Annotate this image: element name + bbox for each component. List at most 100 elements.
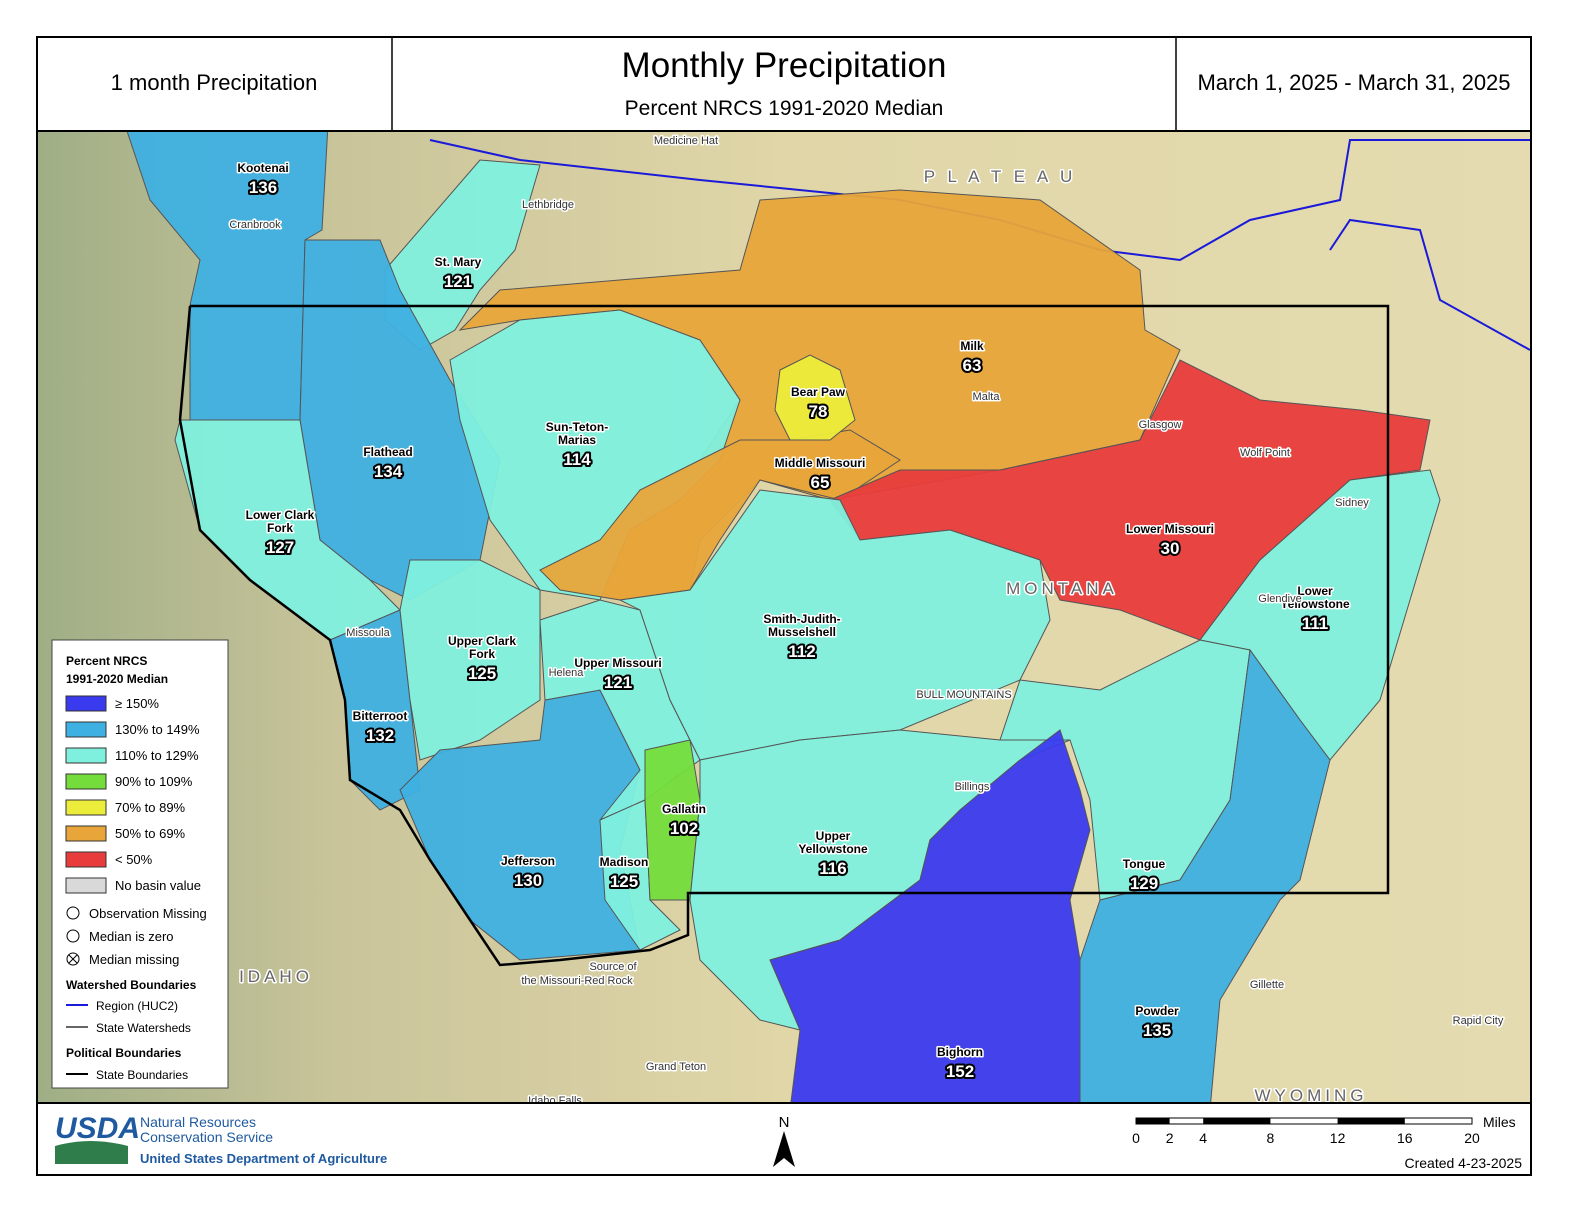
scale-label: 12 [1330,1130,1346,1146]
legend-title: 1991-2020 Median [66,672,168,686]
place-label: the Missouri-Red Rock [521,975,633,987]
basin-value: 125 [468,664,496,683]
basin-value: 112 [788,642,815,661]
scale-label: 8 [1267,1130,1275,1146]
basin-value: 121 [604,673,632,692]
north-arrow [773,1131,795,1167]
legend-label: 130% to 149% [115,722,200,737]
basin [618,489,1051,761]
basin-name: Fork [267,521,293,535]
place-label: Missoula [346,627,390,639]
basin-name: Upper Missouri [574,656,661,670]
basin-value: 114 [563,450,591,469]
basin-value: 132 [366,726,394,745]
agency-line: Conservation Service [140,1129,273,1145]
legend-label: Median missing [89,952,179,967]
place-label: MONTANA [1006,579,1118,598]
legend-swatch [65,851,107,868]
map-area: Milk 63 Kootenai 136 St. Mary 121 Flathead 134 L… [37,131,1531,1107]
place-label: Cranbrook [229,219,281,231]
usda-logo-field [55,1141,128,1164]
scale-segment [1203,1118,1271,1124]
scale-label: 4 [1199,1130,1207,1146]
legend-label: 70% to 89% [115,800,186,815]
basin-name: Middle Missouri [775,456,866,470]
legend-label: 110% to 129% [115,748,199,763]
place-label: Medicine Hat [654,135,718,147]
basin-name: Yellowstone [1280,597,1350,611]
basin-name: Upper Clark [448,634,516,648]
footer: USDA Natural Resources Conservation Serv… [55,1112,1522,1171]
legend-swatch [65,695,107,712]
basin-name: Fork [469,647,495,661]
legend-label: Observation Missing [89,906,207,921]
basin-name: Upper [816,829,851,843]
legend-swatch [65,799,107,816]
legend-label: State Watersheds [96,1021,191,1035]
basin-value: 111 [1302,614,1329,633]
basin-value: 30 [1161,539,1180,558]
basin-name: St. Mary [435,255,482,269]
legend-label: ≥ 150% [115,696,159,711]
legend-swatch [65,747,107,764]
basin-value: 102 [670,819,698,838]
basin-value: 129 [1130,874,1158,893]
place-label: Lethbridge [522,199,574,211]
basin-name: Lower Missouri [1126,522,1214,536]
scale-label: 16 [1397,1130,1413,1146]
basin-value: 63 [963,356,982,375]
basin-value: 134 [374,462,403,481]
state-boundary [178,304,1390,967]
legend-symbol-cross [68,954,78,964]
scale-segment [1136,1118,1170,1124]
place-label: Grand Teton [646,1061,706,1073]
place-label: Billings [955,781,990,793]
basin-value: 152 [946,1062,974,1081]
basin-name: Marias [558,433,596,447]
legend-subtitle: Watershed Boundaries [66,978,197,992]
basin-value: 125 [610,872,638,891]
basin [774,354,856,441]
place-label: Wolf Point [1240,447,1290,459]
basin-value: 136 [249,178,277,197]
basin-name: Lower [1297,584,1333,598]
legend-title: Percent NRCS [66,654,147,668]
legend-swatch [65,721,107,738]
region-boundary [1329,218,1531,351]
legend-swatch [65,877,107,894]
place-label: Malta [973,391,1001,403]
place-label: P L A T E A U [924,167,1077,186]
legend-label: < 50% [115,852,153,867]
basin-name: Smith-Judith- [763,612,840,626]
legend-swatch [65,825,107,842]
frame [36,36,1532,1176]
place-label: Idaho Falls [528,1095,582,1107]
header-dates: March 1, 2025 - March 31, 2025 [1197,70,1510,95]
legend-swatch [65,773,107,790]
basin-value: 135 [1143,1021,1171,1040]
scale-unit: Miles [1483,1114,1516,1130]
basin-name: Milk [960,339,984,353]
header-subtitle: Percent NRCS 1991-2020 Median [625,97,944,120]
place-label: Glasgow [1139,419,1182,431]
legend-label: State Boundaries [96,1068,188,1082]
place-label: Helena [549,667,585,679]
legend: Percent NRCS 1991-2020 Median ≥ 150% 130% t… [51,639,229,1089]
agency-line: Natural Resources [140,1114,256,1130]
header-left: 1 month Precipitation [111,70,318,95]
scale-label: 2 [1166,1130,1174,1146]
legend-symbol [66,929,80,943]
scale-label: 0 [1132,1130,1140,1146]
basin-name: Gallatin [662,802,706,816]
basin-name: Bitterroot [353,709,408,723]
place-label: Sidney [1335,497,1369,509]
basin-name: Madison [600,855,649,869]
place-labels: Medicine Hat Lethbridge Cranbrook Missoula H… [228,134,1506,1107]
basin-name: Tongue [1123,857,1166,871]
basin-value: 65 [811,473,830,492]
place-label: Rapid City [1453,1015,1504,1027]
legend-symbol [66,906,80,920]
legend-label: 50% to 69% [115,826,186,841]
basin-name: Lower Clark [246,508,315,522]
